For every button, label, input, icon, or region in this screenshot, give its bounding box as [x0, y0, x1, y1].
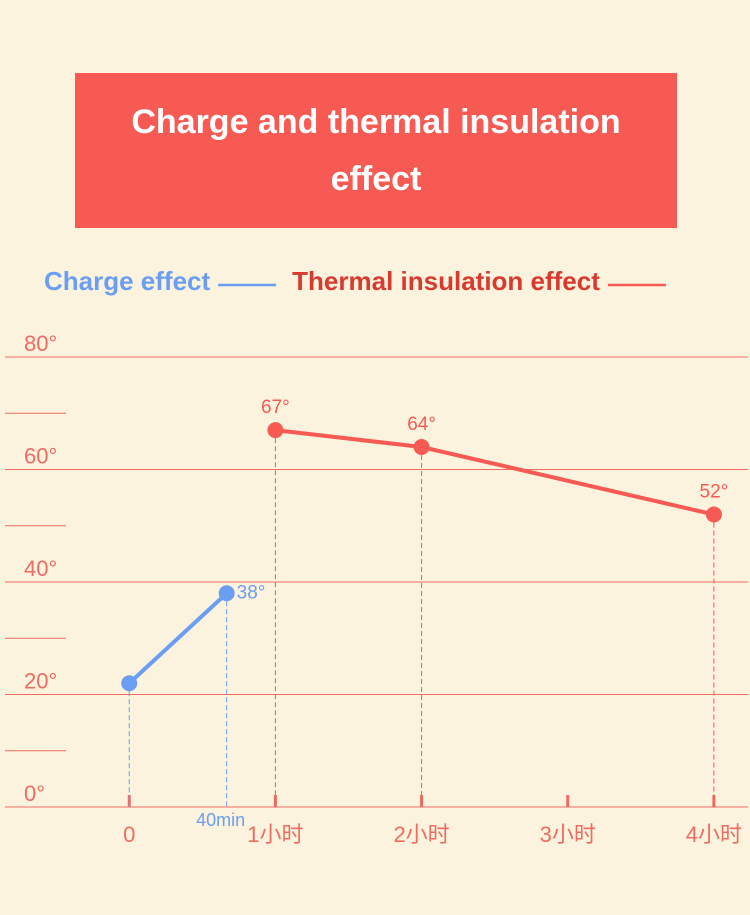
data-point: [267, 422, 284, 439]
data-point: [413, 439, 430, 455]
y-tick-label: 60°: [24, 443, 57, 468]
x-tick-label: 3小时: [540, 822, 596, 847]
series-line: [275, 428, 715, 517]
y-tick-label: 0°: [24, 781, 45, 806]
data-point: [218, 585, 235, 602]
data-point: [121, 675, 138, 692]
data-point: [705, 506, 722, 523]
y-tick-label: 40°: [24, 556, 57, 581]
chart-title: Charge and thermal insulation effect: [75, 73, 677, 228]
legend-label: Thermal insulation effect: [292, 266, 600, 296]
x-tick-label: 4小时: [686, 822, 742, 847]
data-label: 67°: [261, 397, 290, 418]
data-label: 52°: [700, 482, 729, 503]
x-annotation: 40min: [196, 810, 245, 830]
data-label: 38°: [237, 582, 266, 603]
data-label: 64°: [407, 414, 436, 435]
x-tick-label: 0: [123, 822, 135, 847]
x-tick-label: 2小时: [393, 822, 449, 847]
x-tick-label: 1小时: [247, 822, 303, 847]
y-tick-label: 20°: [24, 668, 57, 693]
y-tick-label: 80°: [24, 331, 57, 356]
legend-label: Charge effect: [44, 266, 210, 296]
series-line: [127, 591, 229, 685]
